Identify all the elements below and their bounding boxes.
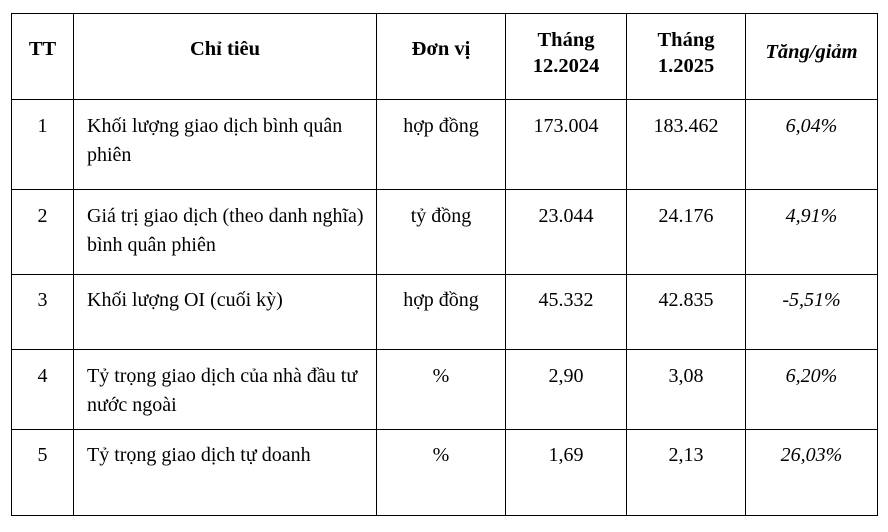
row-previous-month-value: 173.004 [533, 115, 599, 137]
row-index-value: 4 [37, 365, 48, 387]
row-change-cell: 26,03% [745, 429, 878, 516]
row-unit-value: tỷ đồng [410, 205, 472, 227]
column-header-change: Tăng/giảm [745, 13, 878, 100]
row-indicator-value: Tỷ trọng giao dịch của nhà đầu tư nước n… [87, 365, 358, 416]
row-unit-cell: % [376, 349, 506, 430]
column-header-current-month-line2: 1.2025 [657, 55, 715, 77]
row-previous-month-cell: 23.044 [505, 189, 627, 275]
row-previous-month-value: 23.044 [538, 205, 594, 227]
row-indicator-cell: Tỷ trọng giao dịch của nhà đầu tư nước n… [73, 349, 377, 430]
row-unit-value: % [432, 365, 450, 387]
row-current-month-cell: 183.462 [626, 99, 746, 190]
row-indicator-value: Khối lượng giao dịch bình quân phiên [87, 115, 343, 166]
row-current-month-cell: 2,13 [626, 429, 746, 516]
row-indicator-value: Tỷ trọng giao dịch tự doanh [87, 444, 311, 466]
row-current-month-value: 2,13 [668, 444, 704, 466]
row-previous-month-cell: 1,69 [505, 429, 627, 516]
table-row: 4 Tỷ trọng giao dịch của nhà đầu tư nước… [11, 349, 878, 430]
table-header: TT Chỉ tiêu Đơn vị Tháng 12.2024 Tháng [11, 13, 878, 100]
table-body: 1 Khối lượng giao dịch bình quân phiên h… [11, 99, 878, 516]
row-change-cell: 6,20% [745, 349, 878, 430]
row-change-value: -5,51% [782, 289, 841, 311]
column-header-indicator-label: Chỉ tiêu [189, 38, 261, 60]
row-indicator-cell: Tỷ trọng giao dịch tự doanh [73, 429, 377, 516]
row-indicator-cell: Khối lượng OI (cuối kỳ) [73, 274, 377, 350]
column-header-tt: TT [11, 13, 74, 100]
row-change-value: 6,20% [785, 365, 838, 387]
table-row: 1 Khối lượng giao dịch bình quân phiên h… [11, 99, 878, 190]
row-index-cell: 3 [11, 274, 74, 350]
row-unit-cell: hợp đồng [376, 99, 506, 190]
row-indicator-value: Khối lượng OI (cuối kỳ) [87, 289, 283, 311]
row-index-value: 2 [37, 205, 48, 227]
row-previous-month-value: 1,69 [548, 444, 584, 466]
row-previous-month-cell: 45.332 [505, 274, 627, 350]
row-index-cell: 2 [11, 189, 74, 275]
row-unit-cell: hợp đồng [376, 274, 506, 350]
row-change-cell: 6,04% [745, 99, 878, 190]
column-header-previous-month-label: Tháng 12.2024 [506, 14, 626, 79]
column-header-current-month-label: Tháng 1.2025 [627, 14, 745, 79]
row-current-month-cell: 42.835 [626, 274, 746, 350]
derivatives-market-statistics-table: TT Chỉ tiêu Đơn vị Tháng 12.2024 Tháng [11, 13, 878, 516]
column-header-previous-month-line2: 12.2024 [532, 55, 600, 77]
row-change-value: 26,03% [780, 444, 843, 466]
table-row: 2 Giá trị giao dịch (theo danh nghĩa) bì… [11, 189, 878, 275]
row-unit-cell: tỷ đồng [376, 189, 506, 275]
column-header-indicator: Chỉ tiêu [73, 13, 377, 100]
row-current-month-value: 183.462 [653, 115, 719, 137]
row-indicator-cell: Khối lượng giao dịch bình quân phiên [73, 99, 377, 190]
row-indicator-cell: Giá trị giao dịch (theo danh nghĩa) bình… [73, 189, 377, 275]
column-header-unit-label: Đơn vị [411, 38, 471, 60]
column-header-current-month: Tháng 1.2025 [626, 13, 746, 100]
row-index-cell: 5 [11, 429, 74, 516]
row-current-month-cell: 3,08 [626, 349, 746, 430]
table-header-row: TT Chỉ tiêu Đơn vị Tháng 12.2024 Tháng [11, 13, 878, 100]
row-previous-month-cell: 2,90 [505, 349, 627, 430]
row-previous-month-value: 45.332 [538, 289, 594, 311]
row-previous-month-value: 2,90 [548, 365, 584, 387]
row-unit-value: hợp đồng [403, 289, 479, 311]
row-current-month-value: 3,08 [668, 365, 704, 387]
row-index-cell: 4 [11, 349, 74, 430]
column-header-tt-label: TT [28, 38, 57, 60]
row-previous-month-cell: 173.004 [505, 99, 627, 190]
row-current-month-value: 24.176 [658, 205, 714, 227]
row-change-cell: -5,51% [745, 274, 878, 350]
row-index-value: 5 [37, 444, 48, 466]
row-index-cell: 1 [11, 99, 74, 190]
row-unit-value: % [432, 444, 450, 466]
column-header-previous-month-line1: Tháng [537, 29, 595, 51]
row-indicator-value: Giá trị giao dịch (theo danh nghĩa) bình… [87, 205, 364, 256]
row-change-value: 4,91% [785, 205, 838, 227]
statistics-table-container: TT Chỉ tiêu Đơn vị Tháng 12.2024 Tháng [11, 13, 878, 516]
row-unit-value: hợp đồng [403, 115, 479, 137]
column-header-previous-month: Tháng 12.2024 [505, 13, 627, 100]
column-header-unit: Đơn vị [376, 13, 506, 100]
table-row: 5 Tỷ trọng giao dịch tự doanh % 1,69 2,1… [11, 429, 878, 516]
row-change-cell: 4,91% [745, 189, 878, 275]
row-unit-cell: % [376, 429, 506, 516]
row-index-value: 1 [37, 115, 48, 137]
column-header-change-label: Tăng/giảm [765, 41, 858, 63]
row-change-value: 6,04% [785, 115, 838, 137]
column-header-current-month-line1: Tháng [657, 29, 715, 51]
table-row: 3 Khối lượng OI (cuối kỳ) hợp đồng 45.33… [11, 274, 878, 350]
row-current-month-value: 42.835 [658, 289, 714, 311]
row-current-month-cell: 24.176 [626, 189, 746, 275]
row-index-value: 3 [37, 289, 48, 311]
